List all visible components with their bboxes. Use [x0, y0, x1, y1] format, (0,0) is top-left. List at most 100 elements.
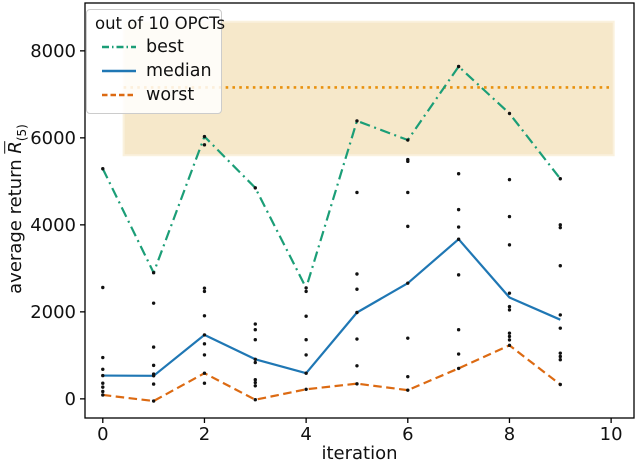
x-tick-label: 10	[600, 424, 623, 445]
legend-sample-worst-icon	[102, 93, 136, 97]
scatter-dot	[355, 310, 359, 315]
scatter-dot	[101, 389, 105, 394]
axes-box	[84, 2, 635, 419]
scatter-dot	[101, 367, 105, 371]
scatter-dot	[253, 384, 257, 388]
scatter-dot	[304, 353, 308, 357]
scatter-dot	[304, 337, 308, 342]
scatter-dot	[558, 326, 562, 330]
scatter-dot	[101, 381, 105, 385]
scatter-dot	[202, 342, 207, 346]
legend-entry-worst: worst	[95, 83, 213, 107]
scatter-dot	[253, 398, 257, 402]
x-tick-label: 4	[300, 424, 311, 445]
y-tick-label: 0	[65, 389, 76, 410]
scatter-dot	[507, 338, 512, 342]
scatter-dot	[101, 373, 105, 378]
scatter-dot	[507, 343, 512, 348]
legend: out of 10 OPCTs best median worst	[86, 9, 226, 114]
scatter-dot	[456, 327, 461, 332]
scatter-dot	[355, 119, 359, 123]
scatter-dot	[202, 134, 207, 139]
scatter-dot	[253, 322, 257, 326]
scatter-dot	[101, 393, 105, 397]
legend-title: out of 10 OPCTs	[95, 14, 226, 33]
scatter-dot	[558, 358, 562, 362]
x-axis-label: iteration	[321, 443, 398, 464]
scatter-dot	[151, 345, 156, 349]
scatter-dot	[253, 380, 257, 385]
scatter-dot	[406, 281, 410, 285]
scatter-dot	[101, 355, 105, 360]
scatter-dot	[101, 167, 105, 171]
scatter-dot	[202, 286, 207, 290]
scatter-dot	[304, 371, 308, 375]
y-tick-label: 2000	[30, 302, 76, 323]
legend-sample-best-icon	[102, 45, 136, 49]
scatter-dot	[151, 363, 156, 368]
y-axis-label-symbol: R	[5, 141, 27, 154]
scatter-dot	[151, 301, 156, 305]
scatter-dot	[355, 364, 359, 368]
scatter-dot	[355, 287, 359, 291]
scatter-dot	[406, 138, 410, 142]
scatter-dot	[151, 382, 156, 386]
scatter-dot	[253, 327, 257, 332]
scatter-dot	[355, 337, 359, 341]
legend-entries: best median worst	[95, 35, 213, 107]
scatter-dot	[355, 382, 359, 386]
scatter-dot	[406, 224, 410, 229]
scatter-dot	[101, 285, 105, 290]
scatter-dot	[558, 351, 562, 355]
scatter-dot	[558, 225, 562, 230]
scatter-dot	[507, 111, 512, 116]
scatter-dot	[304, 286, 308, 290]
best-line	[101, 65, 562, 290]
scatter-dot	[151, 374, 156, 378]
scatter-dot	[253, 337, 257, 342]
legend-label: best	[146, 37, 184, 57]
scatter-dot	[406, 388, 410, 392]
scatter-dot	[151, 271, 156, 275]
median-line	[102, 238, 561, 377]
scatter-dot	[558, 354, 562, 359]
scatter-dot	[558, 223, 562, 227]
x-tick-label: 6	[402, 424, 413, 445]
scatter-dot	[253, 378, 257, 382]
legend-entry-best: best	[95, 35, 213, 59]
scatter-dot	[151, 399, 156, 403]
scatter-dot	[202, 371, 207, 375]
scatter-dot	[202, 381, 207, 385]
scatter-dot	[507, 331, 512, 335]
x-tick-label: 2	[199, 424, 210, 445]
scatter-dot	[456, 225, 461, 229]
scatter-dot	[101, 385, 105, 389]
scatter-dot	[355, 272, 359, 276]
scatter-dot	[456, 172, 461, 176]
x-tick-label: 8	[504, 424, 515, 445]
scatter-dot	[253, 357, 257, 361]
scatter-dot	[507, 291, 512, 295]
scatter-dot	[558, 382, 562, 387]
y-tick-label: 6000	[30, 128, 76, 149]
scatter-dot	[456, 352, 461, 356]
scatter-dot	[202, 353, 207, 357]
scatter-dot	[406, 159, 410, 164]
scatter-dot	[507, 243, 512, 247]
scatter-dot	[507, 334, 512, 339]
scatter-dot	[558, 264, 562, 268]
scatter-dot	[456, 366, 461, 371]
legend-label: median	[146, 61, 212, 81]
scatter-dot	[202, 143, 207, 147]
scatter-dot	[406, 336, 410, 340]
scatter-dot	[507, 177, 512, 182]
scatter-dot	[355, 190, 359, 195]
scatter-dot	[507, 308, 512, 312]
scatter-dot	[304, 387, 308, 391]
scatter-dot	[456, 207, 461, 212]
y-axis-label-prefix: average return	[5, 153, 27, 294]
scatter-dot	[202, 333, 207, 337]
scatter-dot	[304, 314, 308, 318]
